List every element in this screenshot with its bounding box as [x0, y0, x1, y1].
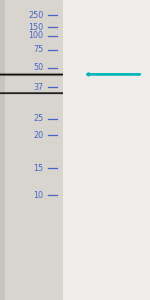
Bar — [0, 72, 63, 73]
Bar — [0, 71, 63, 72]
Text: 250: 250 — [28, 11, 44, 20]
Bar — [0, 75, 63, 76]
Bar — [0, 78, 63, 79]
Bar — [0, 75, 63, 76]
Bar — [0, 75, 63, 76]
Bar — [0, 90, 63, 91]
Bar — [0, 94, 63, 95]
Bar — [0, 70, 63, 71]
Bar — [0, 0, 63, 300]
Bar — [0, 90, 63, 91]
Bar — [0, 78, 63, 79]
Bar — [0, 78, 63, 79]
Bar — [0, 71, 63, 72]
Text: 37: 37 — [33, 82, 43, 91]
Bar — [0, 95, 63, 96]
Bar — [0, 72, 63, 73]
Bar — [0, 77, 63, 78]
Bar — [0, 76, 63, 77]
Text: 50: 50 — [33, 63, 43, 72]
Text: 25: 25 — [33, 114, 43, 123]
Bar — [0, 70, 63, 71]
Bar — [0, 91, 63, 92]
Bar — [0, 74, 63, 75]
Text: 75: 75 — [33, 45, 43, 54]
Bar — [0, 96, 63, 97]
Bar — [0, 91, 63, 92]
Text: 20: 20 — [33, 130, 43, 140]
Bar — [0, 93, 63, 94]
Text: 100: 100 — [28, 32, 44, 40]
Text: 15: 15 — [33, 164, 43, 172]
Bar — [0, 96, 63, 97]
Bar — [0, 70, 63, 71]
Bar — [0, 92, 63, 93]
Bar — [0, 71, 63, 72]
Bar — [0, 92, 63, 93]
Bar — [0, 0, 4, 300]
Bar — [0, 94, 63, 95]
Bar — [0, 73, 63, 74]
Bar — [0, 89, 63, 90]
Text: 10: 10 — [33, 190, 44, 200]
Bar — [0, 89, 63, 90]
Bar — [0, 73, 63, 74]
Bar — [0, 76, 63, 77]
Bar — [0, 89, 63, 90]
Bar — [0, 95, 63, 96]
Bar — [0, 74, 63, 75]
Bar — [0, 76, 63, 77]
Bar — [0, 93, 63, 94]
Bar — [0, 96, 63, 97]
Bar — [0, 74, 63, 75]
Text: 150: 150 — [28, 22, 44, 32]
Bar — [0, 92, 63, 93]
Bar — [0, 90, 63, 91]
Bar — [0, 72, 63, 73]
Bar — [0, 93, 63, 94]
Bar — [0, 94, 63, 95]
Bar — [0, 77, 63, 78]
Bar — [0, 94, 63, 95]
Bar — [0, 77, 63, 78]
Bar — [0, 95, 63, 96]
